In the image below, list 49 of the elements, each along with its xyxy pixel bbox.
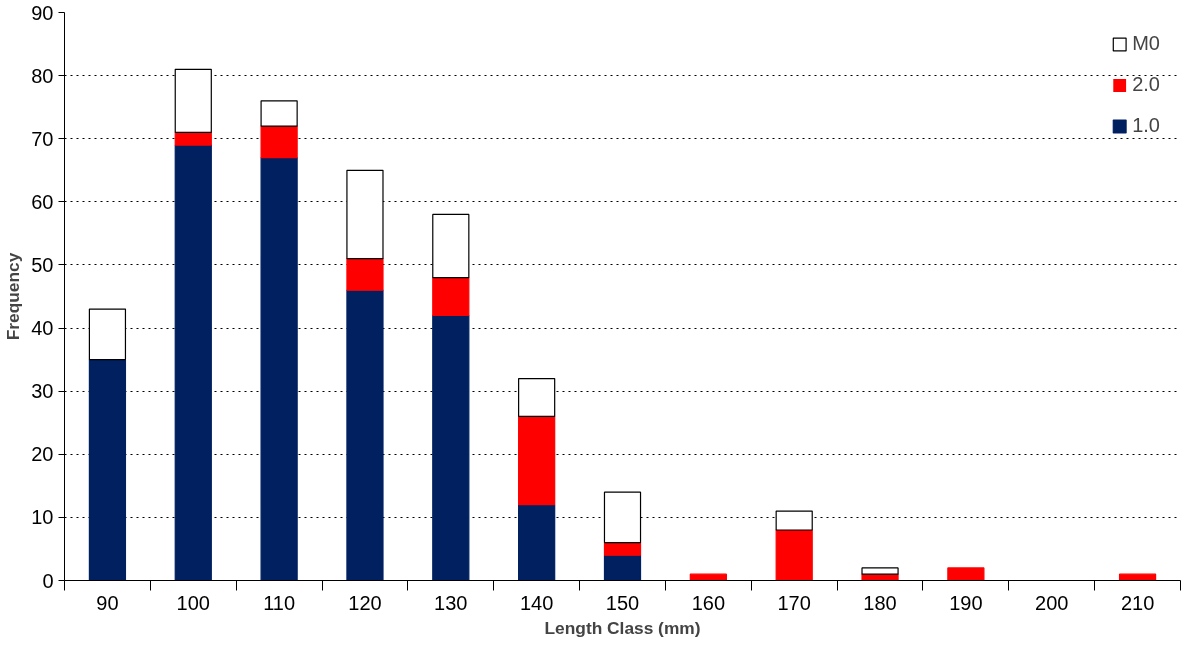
bar	[603, 554, 642, 581]
legend-label: 1.0	[1132, 114, 1160, 137]
y-tick-label: 40	[31, 317, 54, 340]
bar	[518, 377, 556, 418]
bar	[88, 308, 127, 361]
bar	[260, 100, 298, 127]
y-tick-label: 0	[42, 569, 54, 592]
x-tick-label: 110	[263, 591, 296, 614]
y-axis-title: Frequency	[3, 252, 24, 341]
x-axis-title: Length Class (mm)	[544, 617, 701, 638]
x-tick-label: 130	[434, 591, 468, 614]
legend-label: M0	[1132, 32, 1160, 55]
x-tick-label: 170	[777, 591, 811, 614]
bar	[432, 276, 470, 317]
y-tick-label: 30	[31, 380, 54, 403]
bar	[861, 567, 899, 575]
x-tick-label: 210	[1120, 591, 1155, 614]
x-tick-label: 90	[96, 591, 119, 614]
bar	[260, 157, 298, 581]
x-tick-label: 190	[949, 591, 983, 614]
x-tick-label: 160	[691, 591, 726, 614]
bar	[88, 359, 127, 581]
y-tick-label: 10	[31, 506, 54, 529]
y-tick-label: 90	[31, 1, 54, 24]
bar	[346, 289, 384, 581]
bar	[432, 314, 470, 581]
x-tick-label: 180	[863, 591, 897, 614]
bar	[775, 529, 813, 581]
bar	[603, 542, 642, 556]
bar	[518, 415, 556, 506]
y-tick-label: 20	[31, 443, 54, 466]
bar	[174, 144, 212, 581]
x-tick-label: 120	[348, 591, 382, 614]
x-tick-label: 150	[605, 591, 640, 614]
y-tick-label: 60	[31, 190, 54, 213]
bar	[174, 131, 212, 146]
bar	[947, 567, 985, 581]
x-tick-label: 100	[176, 591, 210, 614]
y-tick-label: 80	[31, 64, 54, 87]
x-tick-label: 140	[519, 591, 554, 614]
y-tick-label: 70	[31, 127, 54, 150]
bar	[260, 125, 298, 159]
y-tick-label: 50	[31, 253, 54, 276]
bar	[346, 258, 384, 291]
bar	[346, 169, 384, 260]
bar	[518, 504, 556, 581]
bar	[432, 213, 470, 279]
x-tick-label: 200	[1035, 591, 1069, 614]
legend-label: 2.0	[1132, 73, 1160, 96]
